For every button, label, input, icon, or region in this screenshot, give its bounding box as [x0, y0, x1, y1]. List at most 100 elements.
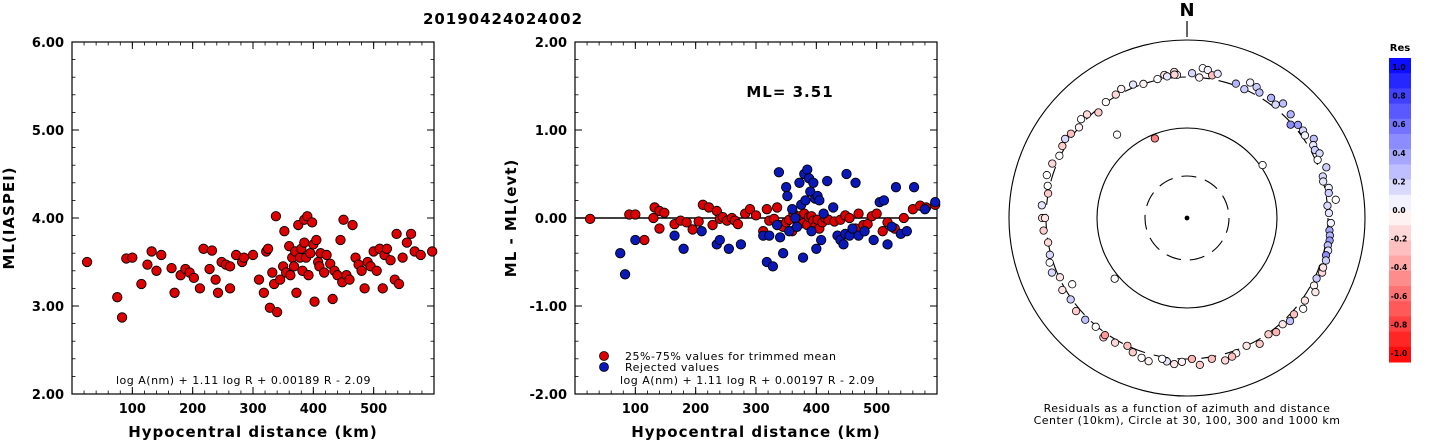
- rejected-point: [797, 252, 809, 263]
- colorbar-tick-label: -0.4: [1391, 263, 1407, 272]
- data-point: [309, 296, 320, 307]
- data-point: [744, 204, 756, 215]
- station-marker: [1081, 315, 1090, 324]
- data-point: [381, 243, 393, 254]
- rejected-point: [669, 230, 680, 241]
- station-marker: [1207, 354, 1216, 363]
- rejected-point: [615, 248, 626, 259]
- colorbar-swatch: [1389, 73, 1411, 89]
- station-marker: [1300, 296, 1309, 305]
- colorbar-swatch: [1389, 58, 1411, 74]
- data-point: [166, 263, 177, 274]
- rejected-point: [816, 234, 827, 246]
- data-point: [639, 234, 650, 246]
- colorbar-swatch: [1389, 240, 1411, 257]
- station-marker: [1278, 99, 1288, 108]
- data-point: [112, 292, 123, 303]
- ring-30km: [1144, 175, 1230, 261]
- station-marker: [1163, 72, 1172, 81]
- station-marker: [1044, 238, 1053, 247]
- data-point: [377, 283, 388, 294]
- data-point: [81, 256, 93, 268]
- x-tick-label: 200: [682, 402, 709, 417]
- ring-100km: [1096, 127, 1278, 309]
- rejected-point: [814, 195, 825, 206]
- data-point: [659, 207, 670, 218]
- rejected-point: [771, 219, 783, 231]
- rejected-point: [811, 243, 822, 254]
- data-point: [732, 219, 744, 230]
- station-marker: [1293, 120, 1303, 129]
- station-marker: [1312, 274, 1321, 283]
- station-marker: [1047, 268, 1056, 277]
- station-marker: [1271, 100, 1280, 109]
- north-label: N: [1179, 0, 1194, 21]
- station-marker: [1042, 171, 1051, 180]
- station-marker: [1313, 155, 1322, 164]
- y-tick-label: 6.00: [32, 36, 64, 51]
- data-point: [415, 249, 426, 261]
- data-point: [306, 217, 318, 228]
- rejected-point: [847, 223, 858, 234]
- data-point: [344, 274, 355, 285]
- rejected-point: [919, 204, 931, 215]
- x-tick-label: 100: [119, 402, 146, 417]
- station-marker: [1286, 110, 1295, 119]
- station-marker: [1319, 177, 1328, 186]
- station-marker: [1128, 348, 1137, 357]
- station-marker: [1153, 74, 1162, 84]
- colorbar-swatch: [1389, 134, 1411, 150]
- colorbar-swatch: [1389, 179, 1411, 196]
- data-point: [356, 265, 367, 276]
- data-point: [253, 274, 265, 285]
- data-point: [427, 246, 438, 257]
- colorbar-swatch: [1389, 270, 1411, 287]
- station-marker: [1158, 354, 1167, 363]
- tick-marks: [574, 41, 938, 395]
- data-point: [654, 223, 665, 234]
- colorbar-swatch: [1389, 103, 1411, 120]
- y-axis-label: ML - ML(evt): [502, 159, 520, 277]
- data-point: [877, 226, 888, 237]
- x-axis-label: Hypocentral distance (km): [631, 423, 881, 441]
- data-point: [156, 249, 167, 261]
- tick-marks: [71, 41, 435, 395]
- station-marker: [1128, 80, 1138, 89]
- data-point: [335, 234, 346, 246]
- colorbar-tick-label: 0.0: [1392, 206, 1405, 215]
- station-marker: [1195, 73, 1204, 82]
- y-tick-label: 2.00: [535, 36, 567, 51]
- x-tick-label: 500: [360, 402, 387, 417]
- data-point: [194, 283, 206, 294]
- station-marker: [1137, 353, 1146, 362]
- data-points: [81, 211, 438, 323]
- rejected-point: [859, 226, 870, 237]
- data-point: [146, 246, 157, 257]
- formula-text: log A(nm) + 1.11 log R + 0.00197 R - 2.0…: [620, 374, 875, 387]
- figure-title: 20190424024002: [423, 10, 583, 28]
- data-point: [584, 213, 596, 225]
- station-marker: [1272, 328, 1281, 337]
- ml-annotation: ML= 3.51: [746, 83, 833, 101]
- caption-line-1: Residuals as a function of azimuth and d…: [1044, 402, 1331, 415]
- station-marker: [1221, 356, 1230, 365]
- colorbar-swatch: [1389, 316, 1411, 333]
- data-point: [648, 212, 659, 224]
- data-point: [291, 287, 302, 298]
- data-point: [116, 312, 128, 323]
- y-tick-label: -2.00: [530, 388, 567, 403]
- legend-label-rejected: Rejected values: [625, 361, 720, 374]
- data-point: [630, 209, 641, 220]
- station-marker: [1231, 79, 1241, 88]
- rejected-point: [767, 261, 779, 272]
- data-point: [262, 243, 274, 254]
- station-marker: [1055, 151, 1064, 160]
- station-marker: [1187, 69, 1197, 78]
- x-tick-label: 500: [863, 402, 890, 417]
- colorbar-tick-label: 0.8: [1392, 92, 1405, 101]
- colorbar-swatch: [1389, 164, 1411, 181]
- legend-marker-used: [599, 351, 609, 361]
- station-marker: [1139, 79, 1148, 89]
- rejected-point: [782, 190, 793, 202]
- y-tick-label: 2.00: [32, 388, 64, 403]
